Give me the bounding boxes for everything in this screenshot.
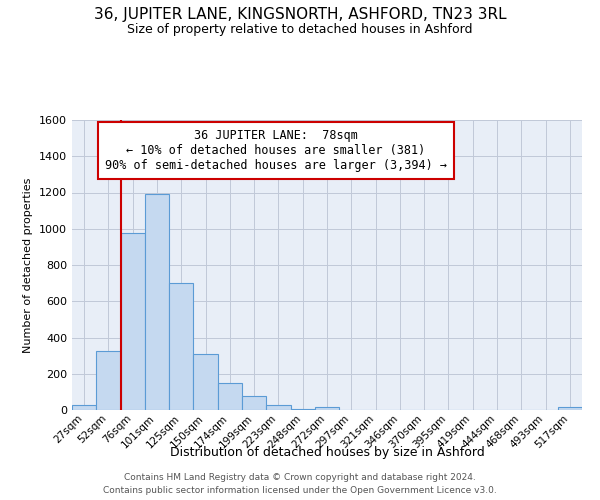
Bar bbox=[290, 409, 315, 410]
Text: Size of property relative to detached houses in Ashford: Size of property relative to detached ho… bbox=[127, 22, 473, 36]
Bar bbox=[266, 404, 290, 410]
Text: 36, JUPITER LANE, KINGSNORTH, ASHFORD, TN23 3RL: 36, JUPITER LANE, KINGSNORTH, ASHFORD, T… bbox=[94, 8, 506, 22]
Bar bbox=[121, 234, 145, 410]
Bar bbox=[558, 408, 582, 410]
Text: Contains HM Land Registry data © Crown copyright and database right 2024.
Contai: Contains HM Land Registry data © Crown c… bbox=[103, 474, 497, 495]
Bar bbox=[72, 404, 96, 410]
Bar bbox=[96, 351, 121, 410]
Bar bbox=[218, 383, 242, 410]
Bar bbox=[242, 396, 266, 410]
Text: Distribution of detached houses by size in Ashford: Distribution of detached houses by size … bbox=[170, 446, 484, 459]
Text: 36 JUPITER LANE:  78sqm
← 10% of detached houses are smaller (381)
90% of semi-d: 36 JUPITER LANE: 78sqm ← 10% of detached… bbox=[105, 128, 447, 172]
Bar bbox=[315, 408, 339, 410]
Bar bbox=[193, 354, 218, 410]
Y-axis label: Number of detached properties: Number of detached properties bbox=[23, 178, 34, 352]
Bar bbox=[145, 194, 169, 410]
Bar bbox=[169, 283, 193, 410]
